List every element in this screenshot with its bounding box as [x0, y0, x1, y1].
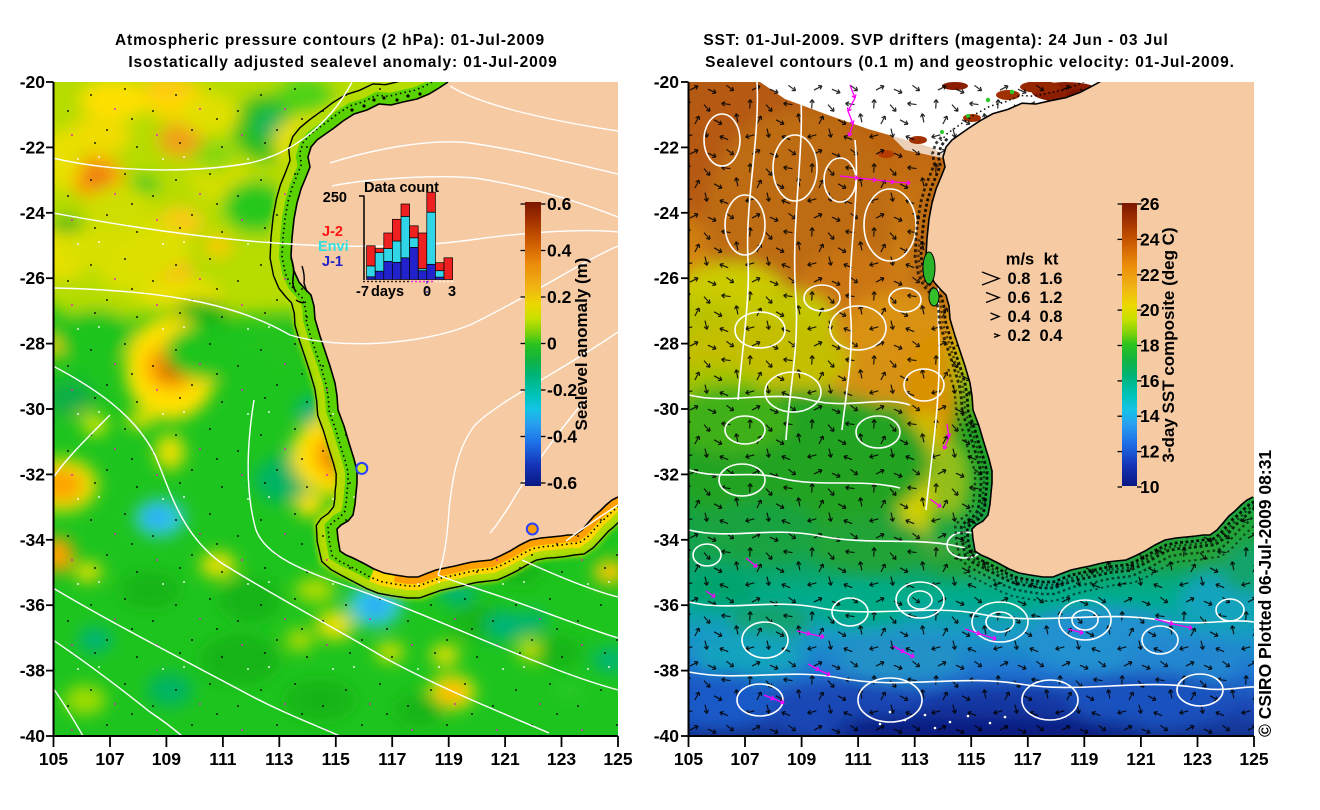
svg-text:1.2: 1.2	[1040, 289, 1063, 307]
svg-text:-38: -38	[20, 661, 46, 681]
svg-text:109: 109	[787, 749, 816, 769]
svg-text:1.6: 1.6	[1040, 270, 1063, 288]
svg-text:117: 117	[378, 749, 406, 769]
svg-text:J-1: J-1	[322, 254, 343, 270]
svg-text:123: 123	[1183, 749, 1212, 769]
svg-text:123: 123	[547, 749, 576, 769]
svg-text:107: 107	[730, 749, 759, 769]
svg-text:Sealevel contours (0.1 m) and: Sealevel contours (0.1 m) and geostrophi…	[705, 54, 1235, 71]
svg-text:-34: -34	[20, 530, 46, 550]
svg-text:26: 26	[1140, 194, 1160, 214]
svg-text:-36: -36	[20, 595, 46, 615]
svg-text:Atmospheric pressure contours: Atmospheric pressure contours (2 hPa): 0…	[115, 32, 545, 49]
svg-text:105: 105	[674, 749, 703, 769]
svg-text:18: 18	[1140, 336, 1160, 356]
svg-text:3: 3	[448, 284, 456, 300]
svg-text:24: 24	[1140, 229, 1160, 249]
svg-text:-38: -38	[654, 661, 680, 681]
svg-text:250: 250	[323, 190, 347, 206]
svg-text:3-day SST composite (deg C): 3-day SST composite (deg C)	[1159, 227, 1178, 462]
svg-text:-40: -40	[20, 726, 46, 746]
svg-text:-36: -36	[654, 595, 680, 615]
svg-text:-7: -7	[356, 284, 369, 300]
svg-text:16: 16	[1140, 371, 1160, 391]
svg-text:115: 115	[957, 749, 985, 769]
svg-text:105: 105	[39, 749, 68, 769]
svg-text:Isostatically adjusted sealeve: Isostatically adjusted sealevel anomaly:…	[128, 54, 557, 71]
svg-text:J-2: J-2	[322, 224, 343, 240]
svg-text:107: 107	[95, 749, 124, 769]
svg-text:14: 14	[1140, 406, 1160, 426]
svg-text:-24: -24	[20, 203, 46, 223]
svg-text:Data count: Data count	[364, 180, 439, 196]
svg-text:117: 117	[1014, 749, 1042, 769]
svg-text:m/s: m/s	[1006, 251, 1034, 269]
svg-text:SST: 01-Jul-2009. SVP drifters: SST: 01-Jul-2009. SVP drifters (magenta)…	[703, 32, 1168, 49]
svg-text:12: 12	[1140, 442, 1160, 462]
svg-text:111: 111	[209, 749, 237, 769]
svg-text:-30: -30	[20, 399, 46, 419]
svg-text:109: 109	[152, 749, 181, 769]
svg-text:-26: -26	[20, 268, 46, 288]
svg-text:-0.6: -0.6	[547, 473, 577, 493]
svg-text:0.6: 0.6	[547, 194, 572, 214]
svg-text:115: 115	[322, 749, 350, 769]
svg-text:0: 0	[547, 334, 557, 354]
svg-text:-28: -28	[654, 334, 680, 354]
svg-text:119: 119	[435, 749, 463, 769]
svg-text:Sealevel anomaly (m): Sealevel anomaly (m)	[572, 258, 591, 431]
svg-text:119: 119	[1070, 749, 1098, 769]
svg-text:-0.4: -0.4	[547, 427, 577, 447]
svg-text:-20: -20	[654, 72, 680, 92]
svg-text:10: 10	[1140, 477, 1160, 497]
svg-text:kt: kt	[1044, 251, 1059, 269]
svg-text:-22: -22	[654, 137, 680, 157]
svg-text:-0.2: -0.2	[547, 380, 577, 400]
svg-text:days: days	[371, 284, 404, 300]
svg-text:Envi: Envi	[318, 239, 349, 255]
svg-text:125: 125	[1239, 749, 1268, 769]
svg-text:0.2: 0.2	[547, 287, 572, 307]
svg-text:-40: -40	[654, 726, 680, 746]
svg-text:0.2: 0.2	[1008, 327, 1031, 345]
svg-text:-28: -28	[20, 334, 46, 354]
svg-text:0.4: 0.4	[1040, 327, 1064, 345]
svg-text:0.8: 0.8	[1040, 308, 1063, 326]
svg-text:0.8: 0.8	[1008, 270, 1031, 288]
svg-text:121: 121	[1126, 749, 1155, 769]
svg-text:-24: -24	[654, 203, 680, 223]
svg-text:20: 20	[1140, 300, 1160, 320]
svg-text:-32: -32	[20, 464, 46, 484]
svg-text:0.4: 0.4	[547, 241, 572, 261]
svg-text:125: 125	[603, 749, 632, 769]
svg-text:121: 121	[490, 749, 519, 769]
svg-text:-26: -26	[654, 268, 680, 288]
svg-text:-30: -30	[654, 399, 680, 419]
svg-text:© CSIRO Plotted 06-Jul-2009 08: © CSIRO Plotted 06-Jul-2009 08:31	[1255, 450, 1275, 737]
svg-text:-22: -22	[20, 137, 46, 157]
svg-text:-20: -20	[20, 72, 46, 92]
svg-text:-32: -32	[654, 464, 680, 484]
svg-text:113: 113	[901, 749, 929, 769]
svg-text:113: 113	[265, 749, 293, 769]
svg-text:0.6: 0.6	[1008, 289, 1031, 307]
svg-text:22: 22	[1140, 265, 1160, 285]
svg-text:0: 0	[423, 284, 431, 300]
svg-text:-34: -34	[654, 530, 680, 550]
svg-text:0.4: 0.4	[1008, 308, 1032, 326]
svg-text:111: 111	[844, 749, 872, 769]
